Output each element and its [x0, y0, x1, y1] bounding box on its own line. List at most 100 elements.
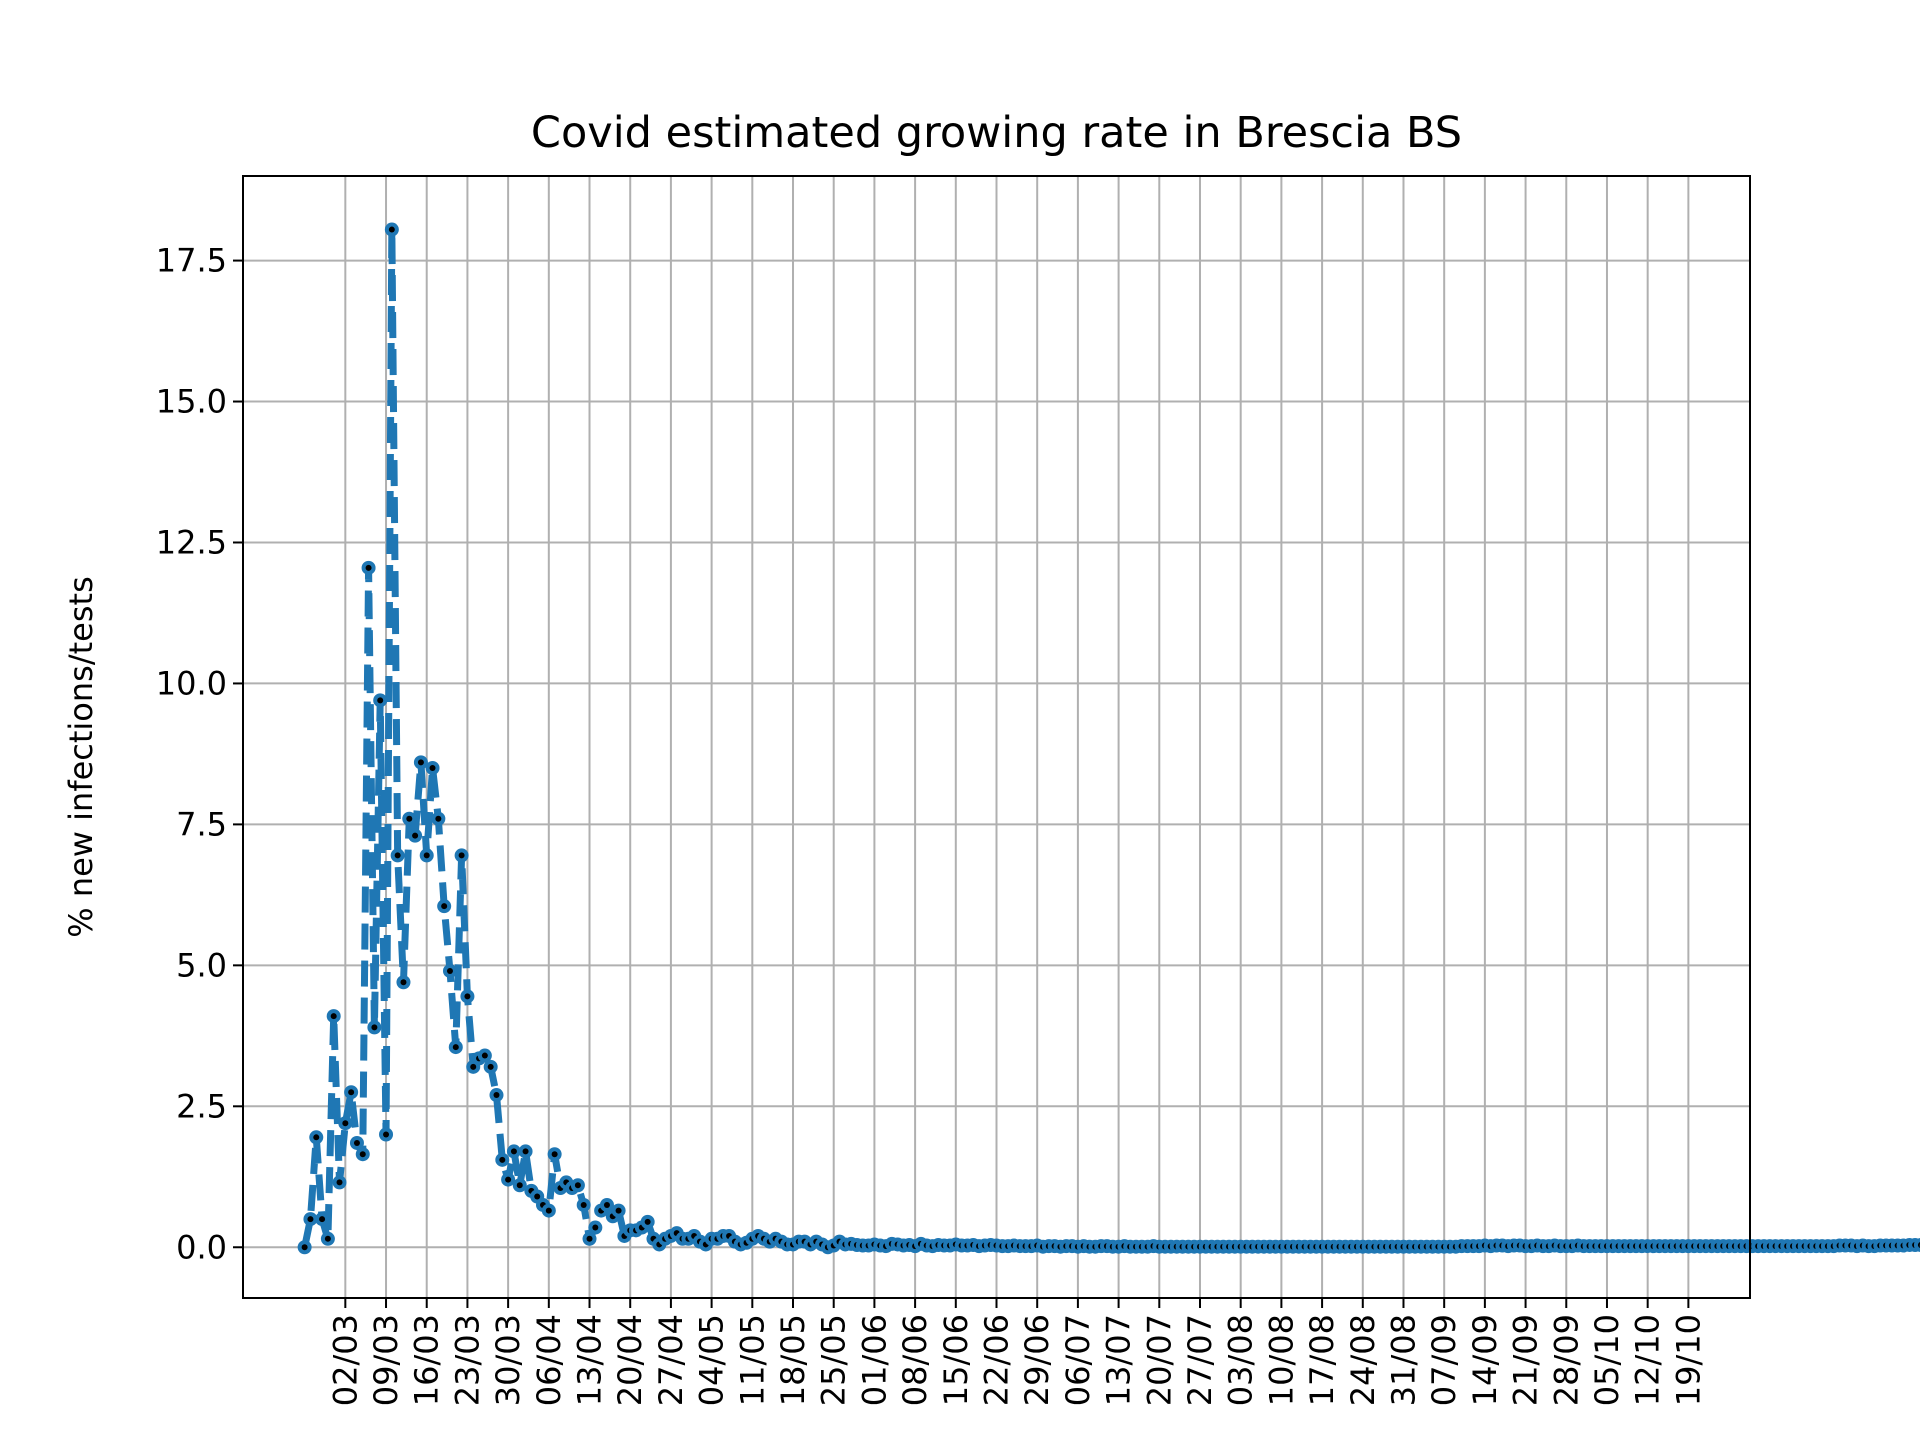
- y-tick-label: 5.0: [176, 946, 227, 984]
- x-tick-label: 23/03: [448, 1314, 486, 1406]
- data-point: [510, 1148, 517, 1155]
- x-tick-label: 15/06: [937, 1314, 975, 1406]
- data-point: [417, 759, 424, 766]
- data-point: [330, 1013, 337, 1020]
- x-tick-label: 09/03: [367, 1314, 405, 1406]
- data-point: [365, 564, 372, 571]
- x-tick-label: 28/09: [1547, 1314, 1585, 1406]
- data-point: [348, 1089, 355, 1096]
- series-growing-rate: [297, 222, 1920, 1255]
- x-tick-label: 04/05: [693, 1314, 731, 1406]
- data-point: [319, 1216, 326, 1223]
- chart-title: Covid estimated growing rate in Brescia …: [531, 108, 1462, 158]
- data-point: [423, 852, 430, 859]
- data-point: [377, 697, 384, 704]
- data-point: [406, 815, 413, 822]
- y-tick-label: 7.5: [176, 805, 227, 843]
- y-axis-ticks: 0.0 2.5 5.0 7.5 10.0 12.5 15.0 17.5: [156, 242, 243, 1266]
- x-tick-label: 12/10: [1629, 1314, 1667, 1406]
- x-tick-label: 27/07: [1181, 1314, 1219, 1406]
- x-tick-label: 17/08: [1303, 1314, 1341, 1406]
- data-point: [580, 1201, 587, 1208]
- x-tick-label: 02/03: [326, 1314, 364, 1406]
- data-point: [301, 1244, 308, 1251]
- x-tick-label: 20/07: [1140, 1314, 1178, 1406]
- data-point: [307, 1216, 314, 1223]
- x-tick-label: 13/07: [1100, 1314, 1138, 1406]
- x-tick-label: 25/05: [815, 1314, 853, 1406]
- grid: [243, 176, 1750, 1298]
- data-point: [534, 1193, 541, 1200]
- x-tick-label: 27/04: [652, 1314, 690, 1406]
- x-tick-label: 14/09: [1466, 1314, 1504, 1406]
- data-point: [487, 1063, 494, 1070]
- data-point: [470, 1063, 477, 1070]
- data-point: [644, 1218, 651, 1225]
- data-point: [603, 1201, 610, 1208]
- y-tick-label: 2.5: [176, 1087, 227, 1125]
- x-tick-label: 13/04: [571, 1314, 609, 1406]
- x-tick-label: 06/04: [530, 1314, 568, 1406]
- data-point: [452, 1044, 459, 1051]
- data-point: [464, 993, 471, 1000]
- data-point: [435, 815, 442, 822]
- data-point: [545, 1207, 552, 1214]
- data-point: [499, 1156, 506, 1163]
- x-tick-label: 10/08: [1262, 1314, 1300, 1406]
- data-point: [388, 226, 395, 233]
- data-point: [446, 967, 453, 974]
- data-point: [400, 979, 407, 986]
- data-point: [586, 1235, 593, 1242]
- data-point: [481, 1052, 488, 1059]
- x-tick-label: 19/10: [1669, 1314, 1707, 1406]
- data-point: [441, 903, 448, 910]
- data-point: [551, 1151, 558, 1158]
- x-tick-label: 03/08: [1222, 1314, 1260, 1406]
- data-point: [592, 1224, 599, 1231]
- data-point-ring: [1913, 1238, 1920, 1252]
- x-axis-ticks: 02/03 09/03 16/03 23/03 30/03 06/04 13/04 20/04…: [326, 1298, 1707, 1406]
- x-tick-label: 05/10: [1588, 1314, 1626, 1406]
- data-point: [458, 852, 465, 859]
- data-point: [429, 765, 436, 772]
- data-point: [493, 1092, 500, 1099]
- data-point: [324, 1235, 331, 1242]
- y-axis-label: % new infections/tests: [62, 576, 100, 937]
- data-point: [574, 1182, 581, 1189]
- data-point: [353, 1139, 360, 1146]
- data-point: [383, 1131, 390, 1138]
- x-tick-label: 16/03: [408, 1314, 446, 1406]
- x-tick-label: 21/09: [1507, 1314, 1545, 1406]
- x-tick-label: 06/07: [1059, 1314, 1097, 1406]
- data-point: [336, 1179, 343, 1186]
- x-tick-label: 31/08: [1384, 1314, 1422, 1406]
- y-tick-label: 0.0: [176, 1228, 227, 1266]
- y-tick-label: 15.0: [156, 383, 227, 421]
- y-tick-label: 12.5: [156, 523, 227, 561]
- data-point: [342, 1120, 349, 1127]
- x-tick-label: 24/08: [1344, 1314, 1382, 1406]
- data-point: [371, 1024, 378, 1031]
- data-point: [516, 1182, 523, 1189]
- x-tick-label: 18/05: [774, 1314, 812, 1406]
- data-point: [522, 1148, 529, 1155]
- x-tick-label: 29/06: [1018, 1314, 1056, 1406]
- x-tick-label: 08/06: [896, 1314, 934, 1406]
- x-tick-label: 07/09: [1425, 1314, 1463, 1406]
- data-point: [615, 1207, 622, 1214]
- x-tick-label: 30/03: [489, 1314, 527, 1406]
- y-tick-label: 10.0: [156, 664, 227, 702]
- data-point: [359, 1151, 366, 1158]
- x-tick-label: 20/04: [611, 1314, 649, 1406]
- data-point: [1917, 1242, 1920, 1248]
- data-point: [412, 832, 419, 839]
- data-point: [313, 1134, 320, 1141]
- x-tick-label: 01/06: [855, 1314, 893, 1406]
- data-point: [505, 1176, 512, 1183]
- x-tick-label: 22/06: [978, 1314, 1016, 1406]
- data-point: [394, 852, 401, 859]
- y-tick-label: 17.5: [156, 242, 227, 280]
- x-tick-label: 11/05: [733, 1314, 771, 1406]
